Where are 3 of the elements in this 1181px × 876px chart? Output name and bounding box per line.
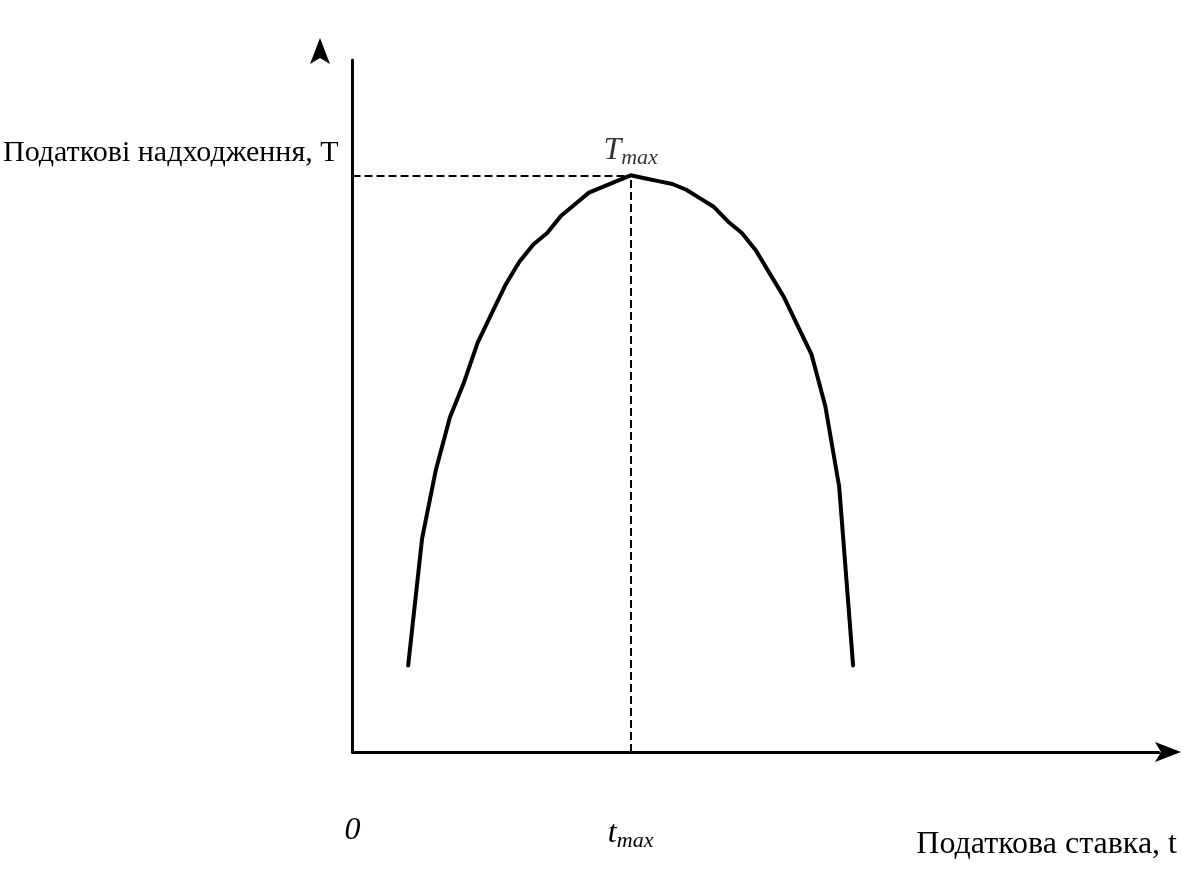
x-tick-label: 0 xyxy=(344,810,361,846)
x-axis-title: Податкова ставка, t xyxy=(916,824,1178,860)
y-axis-title: Податкові надходження, T xyxy=(2,133,339,167)
